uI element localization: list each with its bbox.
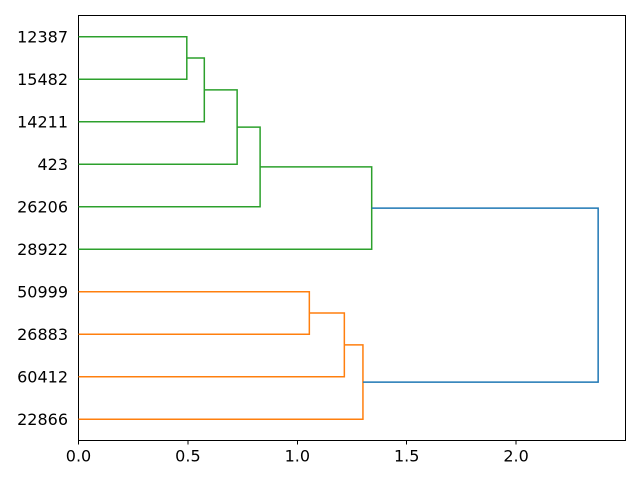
dendrogram-link-green [78,36,188,80]
dendrogram-link-blue [362,207,599,383]
dendrogram-link-orange [78,312,346,378]
leaf-label: 12387 [17,27,68,46]
leaf-label: 15482 [17,70,68,89]
x-tick-label: 1.5 [394,447,419,466]
leaf-label: 28922 [17,240,68,259]
leaf-label: 423 [37,155,68,174]
x-tick-label: 0.0 [66,447,91,466]
dendrogram-link-green [78,57,206,123]
dendrogram-link-orange [78,291,311,335]
leaf-label: 14211 [17,112,68,131]
leaf-label: 50999 [17,282,68,301]
leaf-label: 26883 [17,325,68,344]
x-tick-label: 2.0 [503,447,528,466]
dendrogram-link-green [78,89,238,165]
dendrogram-link-orange [78,344,364,420]
plot-border [78,15,626,441]
leaf-label: 26206 [17,197,68,216]
dendrogram-link-green [78,126,261,208]
leaf-label: 60412 [17,367,68,386]
x-tick-label: 0.5 [175,447,200,466]
dendrogram-link-green [78,166,373,250]
x-tick-label: 1.0 [285,447,310,466]
leaf-label: 22866 [17,410,68,429]
